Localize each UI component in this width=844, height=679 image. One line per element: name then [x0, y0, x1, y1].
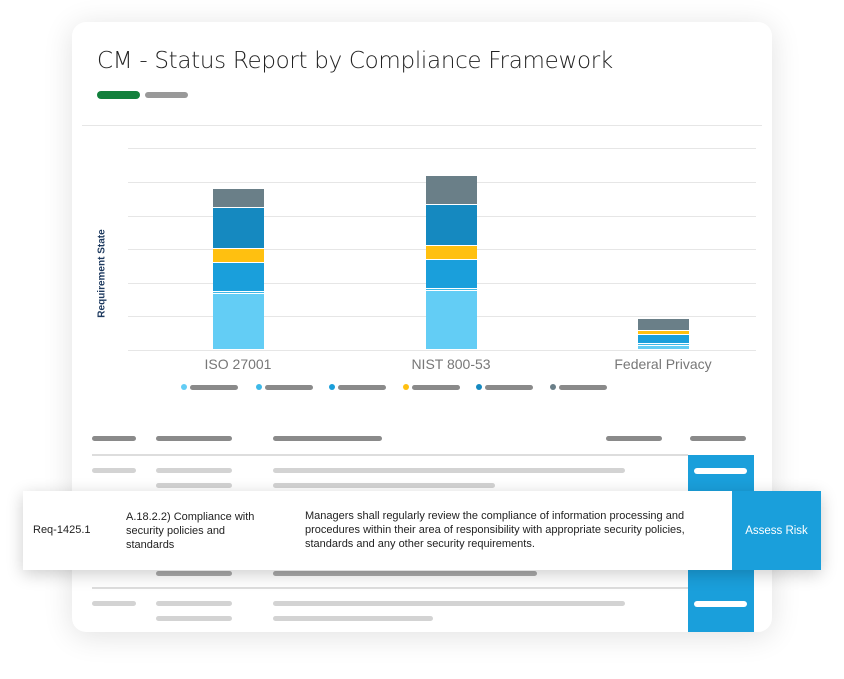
x-tick-label: ISO 27001 [204, 356, 272, 372]
bar-segment[interactable] [213, 207, 264, 248]
bar-segment[interactable] [213, 262, 264, 291]
bar-segment[interactable] [638, 343, 689, 345]
bar-segment[interactable] [426, 245, 477, 259]
divider [92, 454, 688, 456]
placeholder-cell [156, 483, 232, 488]
row-action-button[interactable] [694, 601, 747, 607]
legend-swatch[interactable] [476, 384, 482, 390]
control-name: A.18.2.2) Compliance with security polic… [126, 511, 255, 551]
divider [92, 587, 688, 589]
inactive-tab-indicator[interactable] [145, 92, 188, 98]
highlighted-row[interactable]: Req-1425.1 A.18.2.2) Compliance with sec… [23, 491, 821, 570]
column-header [156, 436, 232, 441]
placeholder-cell [273, 601, 625, 606]
bar-segment[interactable] [426, 259, 477, 288]
gridline [128, 350, 756, 351]
placeholder-cell [273, 616, 433, 621]
requirement-id: Req-1425.1 [33, 524, 91, 536]
column-header [606, 436, 662, 441]
legend-swatch[interactable] [181, 384, 187, 390]
column-header [92, 436, 136, 441]
legend-swatch[interactable] [550, 384, 556, 390]
bar-segment[interactable] [213, 293, 264, 349]
row-action-button[interactable] [694, 468, 747, 474]
bar-segment[interactable] [638, 345, 689, 349]
placeholder-cell [156, 616, 232, 621]
legend-swatch[interactable] [256, 384, 262, 390]
legend-label-placeholder[interactable] [190, 385, 238, 390]
placeholder-cell [92, 601, 136, 606]
x-tick-label: NIST 800-53 [411, 356, 491, 372]
legend-swatch[interactable] [403, 384, 409, 390]
bar-segment[interactable] [213, 248, 264, 262]
bar-segment[interactable] [213, 188, 264, 207]
bar-segment[interactable] [638, 334, 689, 343]
requirement-description: Managers shall regularly review the comp… [305, 510, 685, 550]
bar-segment[interactable] [638, 330, 689, 334]
placeholder-cell [156, 468, 232, 473]
legend-label-placeholder[interactable] [485, 385, 533, 390]
x-tick-label: Federal Privacy [614, 356, 712, 372]
y-axis-label: Requirement State [96, 229, 108, 318]
placeholder-cell [273, 571, 537, 576]
legend-label-placeholder[interactable] [412, 385, 460, 390]
bar-segment[interactable] [638, 318, 689, 330]
gridline [128, 148, 756, 150]
legend-swatch[interactable] [329, 384, 335, 390]
bar-segment[interactable] [213, 291, 264, 293]
legend-label-placeholder[interactable] [559, 385, 607, 390]
bar-segment[interactable] [426, 288, 477, 290]
active-tab-indicator[interactable] [97, 91, 140, 99]
placeholder-cell [273, 468, 625, 473]
assess-risk-button[interactable]: Assess Risk [732, 491, 821, 570]
bar-segment[interactable] [426, 175, 477, 204]
placeholder-cell [273, 483, 495, 488]
placeholder-cell [156, 571, 232, 576]
column-header [273, 436, 382, 441]
page-title: CM - Status Report by Compliance Framewo… [97, 48, 613, 74]
placeholder-cell [156, 601, 232, 606]
bar-segment[interactable] [426, 290, 477, 349]
divider [82, 125, 762, 126]
placeholder-cell [92, 468, 136, 473]
column-header [690, 436, 746, 441]
legend-label-placeholder[interactable] [265, 385, 313, 390]
legend-label-placeholder[interactable] [338, 385, 386, 390]
bar-segment[interactable] [426, 204, 477, 245]
